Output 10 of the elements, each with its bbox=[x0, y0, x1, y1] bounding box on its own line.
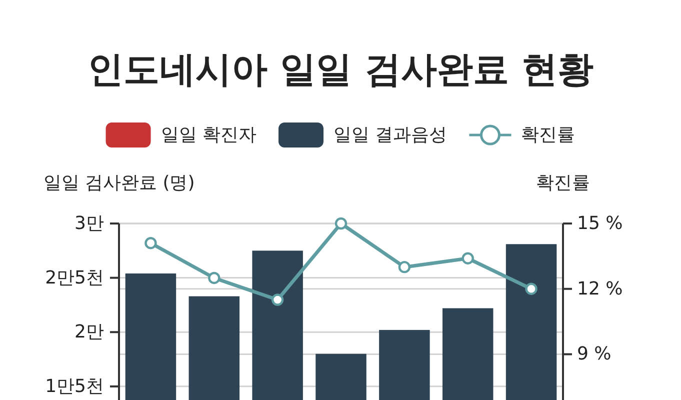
title: 인도네시아 일일 검사완료 현황 bbox=[88, 50, 594, 90]
y2-tick-label: 15 % bbox=[577, 213, 623, 234]
ylabel: 일일 검사완료 (명) bbox=[43, 172, 195, 194]
y2-tick-label: 9 % bbox=[577, 344, 612, 365]
y-tick-label: 2만5천 bbox=[45, 267, 104, 288]
y-tick-label: 2만 bbox=[74, 322, 104, 343]
y2label: 확진률 bbox=[536, 172, 590, 194]
y-tick-label: 1만5천 bbox=[45, 376, 104, 397]
y-tick-label: 3만 bbox=[74, 213, 104, 234]
y2-tick-label: 12 % bbox=[577, 278, 623, 300]
